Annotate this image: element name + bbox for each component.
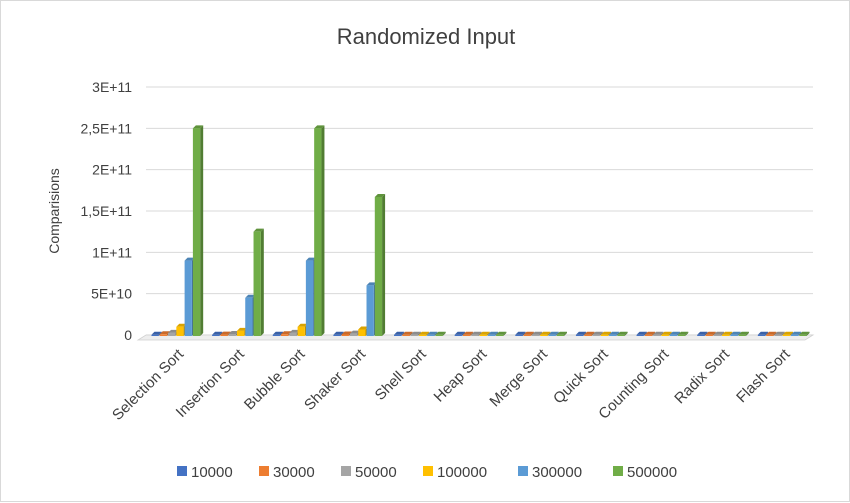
legend: 10000 30000 50000 100000 300000 500000 [177,464,677,481]
bar [487,331,499,336]
x-tick-label: Heap Sort [431,345,491,405]
bar [540,331,551,336]
bar [454,331,465,336]
bar [418,331,430,336]
legend-swatch [259,466,269,476]
legend-item: 100000 [423,464,487,481]
bar [531,331,543,336]
bar [738,331,749,336]
bar [669,331,680,336]
bar [790,331,802,336]
legend-swatch [423,466,433,476]
x-tick-label: Merge Sort [486,345,551,410]
legend-item: 500000 [613,464,677,481]
x-tick-label: Shaker Sort [301,345,370,414]
bars [151,125,810,336]
bar [556,331,567,336]
bar [575,331,587,336]
bar [636,331,647,336]
bar [653,331,664,336]
legend-swatch [341,466,351,476]
bar [479,331,490,336]
y-tick-label: 2,5E+11 [80,120,132,136]
y-tick-labels: 0 5E+10 1E+11 1,5E+11 2E+11 2,5E+11 3E+11 [80,79,132,343]
legend-label: 300000 [532,464,582,481]
x-tick-label: Quick Sort [550,345,612,407]
bar [523,331,534,336]
bar [757,331,769,336]
bar [314,125,325,336]
bar [402,331,413,336]
bar [212,331,223,336]
bar [617,331,628,336]
bar [697,331,708,336]
bar [333,331,344,336]
bar [661,331,672,336]
bar [722,331,733,336]
bar [471,331,482,336]
bar [609,331,620,336]
bar [584,331,595,336]
y-tick-label: 2E+11 [92,162,132,178]
legend-swatch [177,466,187,476]
x-tick-label: Shell Sort [372,345,431,404]
bar [192,125,204,336]
bar [592,331,603,336]
legend-label: 30000 [273,464,315,481]
bar [782,331,793,336]
bar [600,331,612,336]
y-tick-label: 5E+10 [91,286,132,302]
bar [766,331,777,336]
bar [677,331,689,336]
bar [410,331,421,336]
bar [774,331,785,336]
bar [435,331,446,336]
bar [374,193,386,336]
bar [644,331,656,336]
legend-item: 30000 [259,464,315,481]
legend-swatch [518,466,528,476]
y-tick-label: 3E+11 [92,79,132,95]
bar [427,331,438,336]
bar [496,331,507,336]
x-tick-label: Flash Sort [733,345,794,406]
gridlines [136,86,815,341]
bar [253,228,264,336]
legend-swatch [613,466,623,476]
bar [705,331,716,336]
y-tick-label: 1E+11 [92,244,132,260]
x-tick-label: Bubble Sort [241,345,309,413]
legend-label: 500000 [627,464,677,481]
bar [713,331,725,336]
y-tick-label: 0 [124,327,132,343]
legend-item: 10000 [177,464,233,481]
legend-label: 50000 [355,464,397,481]
bar [515,331,526,336]
bar [730,331,741,336]
legend-label: 100000 [437,464,487,481]
legend-label: 10000 [191,464,233,481]
bar [548,331,559,336]
bar [394,331,405,336]
y-tick-label: 1,5E+11 [80,203,132,219]
legend-item: 300000 [518,464,582,481]
y-axis-label: Comparisions [46,168,62,254]
x-tick-label: Radix Sort [671,345,733,407]
bar [462,331,474,336]
chart-title: Randomized Input [337,24,516,49]
bar [799,331,810,336]
legend-item: 50000 [341,464,397,481]
